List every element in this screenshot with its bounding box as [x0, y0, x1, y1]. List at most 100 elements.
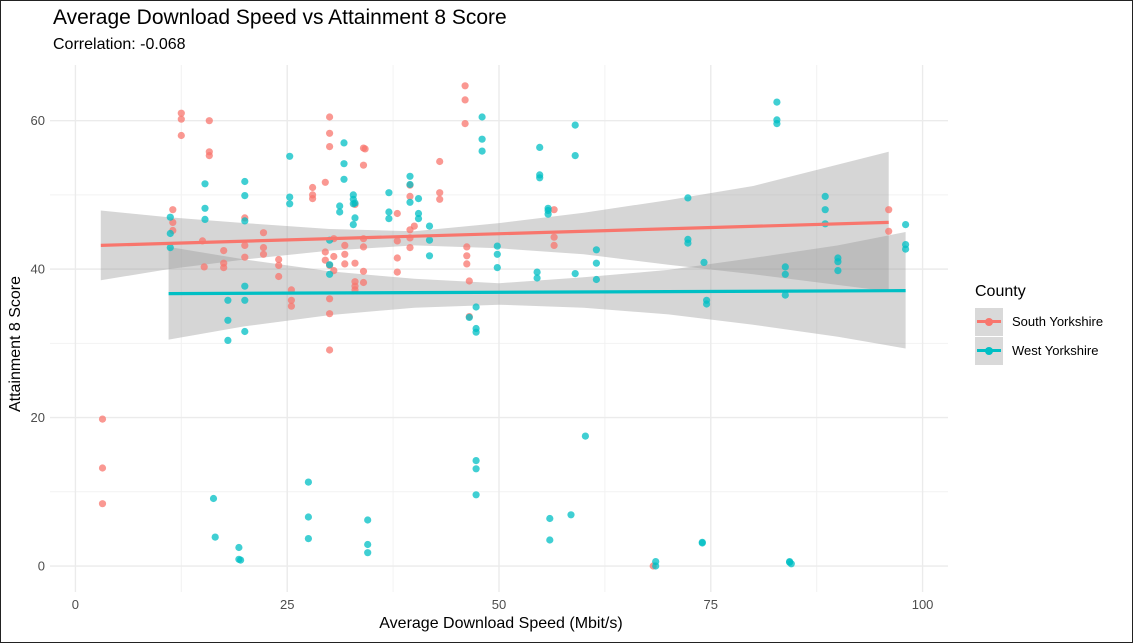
data-point-series-0 [326, 143, 334, 151]
data-point-series-1 [224, 336, 232, 344]
x-tick-label: 25 [280, 597, 294, 612]
data-point-series-0 [259, 244, 268, 252]
data-point-series-1 [385, 215, 393, 223]
data-point-series-1 [406, 180, 414, 189]
data-point-series-0 [241, 241, 249, 249]
data-point-series-1 [533, 268, 541, 276]
data-point-series-1 [414, 195, 423, 203]
data-point-series-1 [493, 242, 501, 250]
data-point-series-1 [406, 172, 414, 180]
data-point-series-1 [781, 270, 789, 278]
data-point-series-1 [773, 120, 781, 128]
data-point-series-1 [414, 209, 423, 218]
data-point-series-0 [341, 250, 349, 258]
y-tick-label: 0 [38, 559, 45, 574]
data-point-series-0 [885, 227, 893, 235]
legend-label-west-yorkshire: West Yorkshire [1012, 343, 1099, 358]
data-point-series-0 [436, 189, 444, 197]
data-point-series-1 [902, 245, 910, 253]
data-point-series-1 [472, 457, 480, 465]
data-point-series-0 [321, 256, 329, 264]
data-point-series-0 [326, 346, 334, 354]
data-point-series-1 [478, 135, 486, 143]
data-point-series-1 [592, 246, 601, 254]
legend-label-south-yorkshire: South Yorkshire [1012, 314, 1104, 329]
data-point-series-0 [200, 263, 208, 271]
data-point-series-0 [550, 241, 558, 249]
data-point-series-1 [340, 139, 348, 147]
data-point-series-0 [259, 250, 268, 258]
legend-item-south-yorkshire: South Yorkshire [975, 307, 1103, 336]
data-point-series-1 [304, 478, 312, 486]
data-point-series-1 [241, 282, 249, 290]
data-point-series-0 [463, 252, 471, 260]
data-point-series-1 [472, 491, 480, 499]
data-point-series-1 [336, 202, 344, 210]
grid-lines [50, 65, 948, 592]
data-point-series-0 [326, 310, 334, 318]
confidence-band-series-1 [168, 232, 906, 349]
data-point-series-1 [241, 327, 249, 336]
data-point-series-1 [364, 516, 372, 524]
data-point-series-0 [177, 115, 185, 123]
data-point-series-1 [304, 535, 312, 543]
data-point-series-0 [461, 82, 469, 90]
confidence-band-series-0 [100, 151, 889, 292]
data-point-series-1 [787, 560, 795, 568]
data-point-series-0 [393, 237, 401, 245]
data-point-series-1 [241, 217, 249, 225]
data-point-series-1 [546, 536, 554, 544]
data-point-series-1 [773, 98, 781, 106]
data-point-series-0 [330, 252, 338, 261]
data-point-series-0 [326, 295, 334, 303]
data-point-series-0 [436, 195, 444, 203]
data-point-series-1 [286, 152, 294, 160]
data-point-series-1 [684, 239, 692, 247]
data-point-series-1 [166, 244, 174, 252]
data-point-series-1 [536, 174, 544, 182]
data-point-series-0 [321, 178, 329, 186]
data-point-series-1 [592, 259, 601, 267]
data-point-series-0 [393, 268, 401, 276]
data-point-series-1 [201, 215, 209, 223]
data-point-series-0 [461, 120, 469, 128]
trend-line-series-0 [100, 220, 889, 247]
data-point-series-0 [275, 272, 283, 281]
data-point-series-1 [493, 250, 501, 258]
data-point-series-1 [781, 291, 789, 299]
data-point-series-0 [169, 206, 177, 214]
data-point-series-1 [834, 258, 842, 266]
data-point-series-1 [340, 160, 348, 168]
data-point-series-1 [536, 143, 544, 151]
data-point-series-0 [287, 296, 295, 304]
data-point-series-0 [359, 278, 368, 287]
data-point-series-1 [652, 562, 660, 570]
data-point-series-0 [465, 277, 473, 285]
data-point-series-1 [703, 300, 711, 308]
data-point-series-0 [410, 222, 418, 230]
data-point-series-1 [349, 221, 357, 229]
data-point-series-0 [326, 129, 334, 137]
data-point-series-1 [364, 549, 372, 557]
data-point-series-1 [286, 193, 294, 201]
data-point-series-1 [351, 214, 359, 222]
data-point-series-0 [287, 302, 295, 310]
data-point-series-0 [463, 260, 471, 268]
data-point-series-1 [472, 328, 480, 336]
y-tick-label: 60 [31, 113, 45, 128]
data-point-series-1 [385, 189, 393, 197]
data-point-series-0 [461, 96, 469, 104]
data-point-series-1 [326, 270, 334, 278]
data-point-series-1 [700, 258, 708, 266]
data-point-series-0 [406, 244, 414, 252]
data-point-series-0 [550, 233, 558, 241]
data-point-series-1 [304, 513, 312, 521]
data-point-series-1 [241, 296, 249, 304]
data-point-series-1 [472, 465, 480, 473]
data-point-series-0 [463, 243, 471, 251]
legend-key-south-yorkshire [975, 307, 1003, 336]
chart-subtitle: Correlation: -0.068 [53, 36, 186, 53]
x-axis-title: Average Download Speed (Mbit/s) [379, 615, 622, 632]
